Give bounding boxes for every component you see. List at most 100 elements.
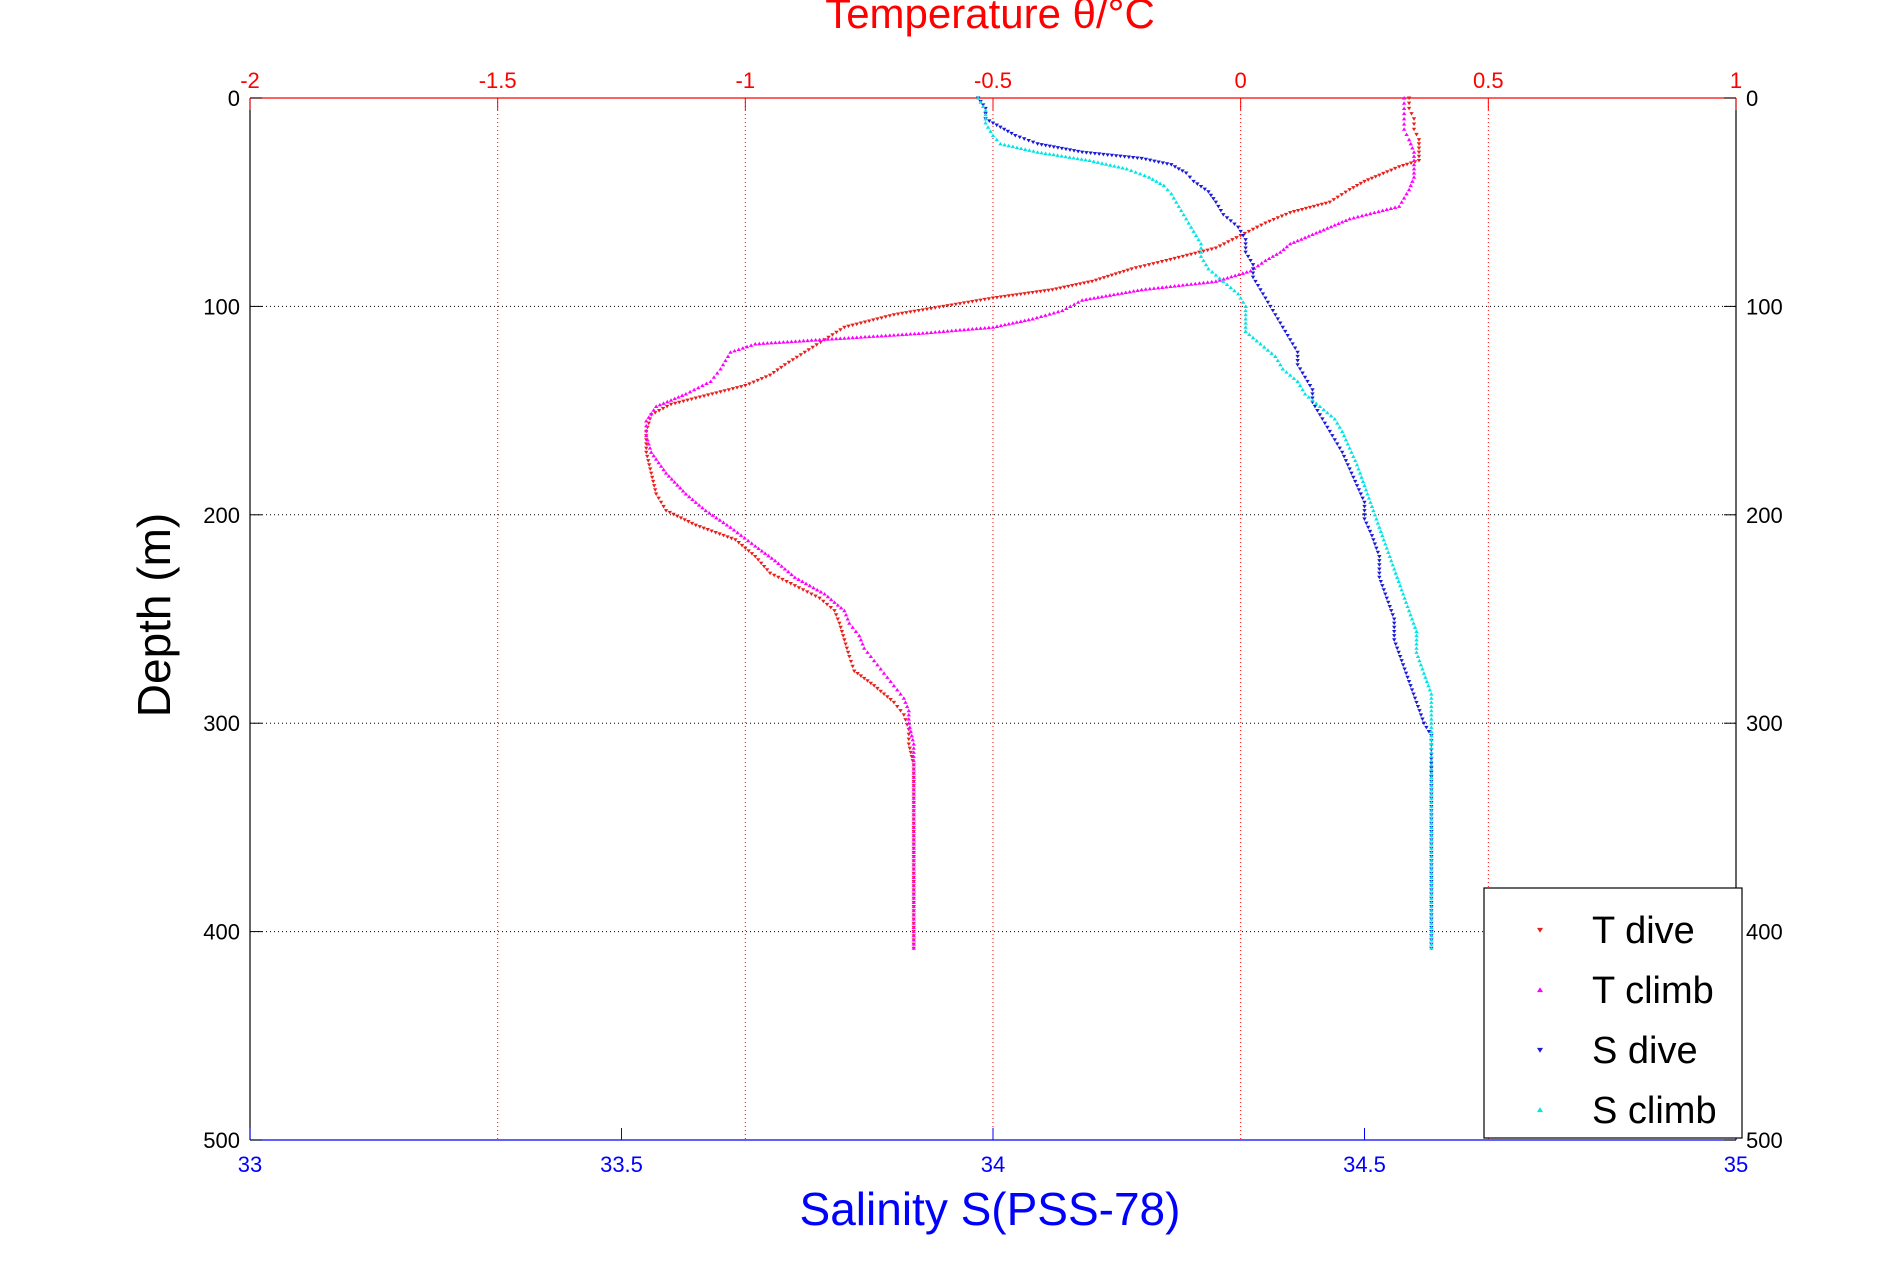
data-point	[1111, 292, 1117, 297]
data-point	[1399, 659, 1404, 663]
data-point	[911, 758, 916, 763]
data-point	[1312, 404, 1318, 409]
data-point	[731, 528, 737, 532]
data-point	[644, 442, 649, 446]
data-point	[1374, 516, 1379, 521]
data-point	[911, 742, 916, 746]
data-point	[1022, 292, 1027, 296]
data-point	[1429, 846, 1434, 850]
data-point	[994, 295, 1000, 300]
data-point	[701, 526, 706, 531]
data-point	[1209, 279, 1214, 284]
data-point	[710, 513, 715, 517]
data-point	[682, 518, 687, 522]
data-point	[1275, 317, 1281, 321]
data-point	[715, 371, 720, 375]
data-point	[672, 480, 677, 484]
data-point	[735, 530, 740, 535]
data-point	[1402, 667, 1407, 671]
labels-layer: Temperature θ/°C Salinity S(PSS-78) Dept…	[128, 0, 1180, 1235]
data-point	[1320, 417, 1325, 421]
top-tick-label: -1.5	[479, 68, 517, 93]
data-point	[1341, 433, 1347, 438]
data-point	[1373, 175, 1378, 179]
data-point	[1195, 182, 1200, 186]
data-point	[1397, 654, 1403, 659]
data-point	[988, 129, 993, 133]
data-point	[1429, 833, 1434, 838]
bottom-tick-label: 34	[981, 1152, 1005, 1177]
data-point	[1266, 256, 1272, 261]
data-point	[998, 295, 1004, 299]
data-point	[1366, 496, 1372, 500]
data-point	[1243, 321, 1248, 325]
data-point	[1401, 106, 1407, 110]
data-point	[767, 571, 773, 576]
data-point	[713, 530, 718, 535]
series-s-climb	[975, 96, 1434, 950]
data-point	[649, 411, 654, 416]
data-point	[1265, 300, 1271, 305]
legend-marker	[1537, 1047, 1543, 1053]
data-point	[909, 755, 914, 759]
data-point	[1138, 265, 1143, 269]
data-point	[1243, 250, 1248, 255]
data-point	[1429, 862, 1434, 867]
data-point	[911, 808, 916, 813]
data-point	[1188, 282, 1194, 286]
data-point	[1051, 310, 1057, 315]
data-point	[1369, 504, 1375, 509]
data-point	[1218, 208, 1224, 213]
data-point	[1259, 223, 1264, 228]
y-tick-label-right: 200	[1746, 503, 1783, 528]
data-point	[1401, 96, 1407, 100]
data-point	[1299, 237, 1304, 241]
data-point	[1295, 208, 1301, 213]
data-point	[1402, 596, 1407, 600]
data-point	[1377, 173, 1382, 178]
data-point	[1372, 542, 1378, 546]
data-point	[1406, 187, 1412, 192]
data-point	[1129, 267, 1134, 271]
data-point	[1307, 384, 1313, 388]
data-point	[771, 371, 777, 375]
data-point	[838, 336, 843, 340]
data-point	[1059, 146, 1065, 151]
data-point	[949, 303, 954, 307]
data-point	[826, 335, 831, 340]
data-point	[911, 900, 916, 904]
data-point	[1429, 883, 1434, 888]
data-point	[1010, 293, 1016, 298]
data-point	[990, 133, 996, 138]
data-point	[1164, 259, 1169, 263]
data-point	[1006, 294, 1012, 298]
data-point	[1343, 437, 1349, 442]
data-point	[677, 400, 682, 405]
data-point	[813, 338, 818, 342]
data-point	[911, 887, 916, 892]
data-point	[916, 331, 921, 336]
data-point	[708, 379, 713, 383]
data-point	[911, 908, 916, 913]
data-point	[1234, 236, 1239, 240]
data-point	[1043, 143, 1048, 148]
data-point	[1014, 145, 1020, 150]
data-point	[1267, 219, 1272, 224]
data-point	[1071, 155, 1076, 160]
data-point	[1108, 163, 1113, 167]
data-point	[1354, 462, 1360, 467]
data-point	[1091, 296, 1097, 300]
data-point	[1248, 259, 1253, 263]
data-point	[1384, 596, 1389, 601]
top-tick-label: -0.5	[974, 68, 1012, 93]
data-point	[717, 518, 723, 522]
data-point	[911, 933, 916, 938]
data-point	[1325, 410, 1330, 415]
data-point	[817, 596, 822, 601]
data-point	[1429, 800, 1434, 804]
data-point	[1310, 388, 1315, 392]
data-point	[746, 549, 751, 553]
data-point	[1096, 152, 1102, 156]
data-point	[916, 309, 921, 313]
data-point	[1377, 563, 1382, 567]
